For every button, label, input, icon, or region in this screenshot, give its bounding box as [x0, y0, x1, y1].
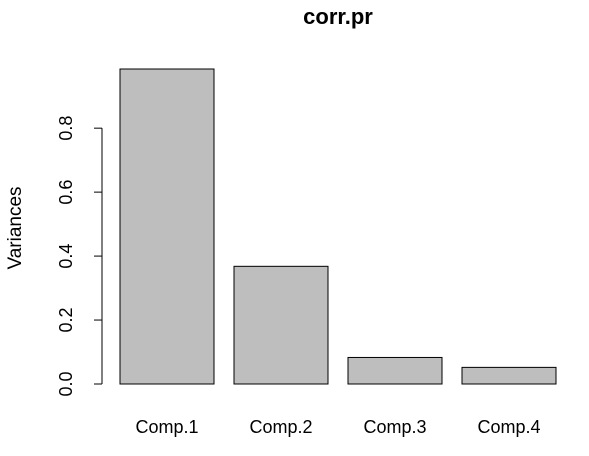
- bar-comp-2: [233, 265, 329, 385]
- bar-comp-1: [119, 68, 215, 385]
- y-tick-label: 0.2: [56, 308, 76, 333]
- y-tick-label: 0.6: [56, 180, 76, 205]
- x-category-label: Comp.2: [249, 417, 312, 437]
- x-category-label: Comp.1: [135, 417, 198, 437]
- x-axis-category-labels: Comp.1 Comp.2 Comp.3 Comp.4: [135, 417, 540, 437]
- y-axis-label: Variances: [5, 186, 26, 269]
- y-tick-label: 0.0: [56, 371, 76, 396]
- x-category-label: Comp.4: [477, 417, 540, 437]
- y-tick-label: 0.4: [56, 244, 76, 269]
- bars: [119, 68, 557, 385]
- x-category-label: Comp.3: [363, 417, 426, 437]
- bar-comp-4: [461, 366, 557, 385]
- bar-comp-3: [347, 356, 443, 385]
- chart-title: corr.pr: [303, 4, 373, 29]
- y-axis: 0.0 0.2 0.4 0.6 0.8: [56, 116, 103, 397]
- y-tick-label: 0.8: [56, 116, 76, 141]
